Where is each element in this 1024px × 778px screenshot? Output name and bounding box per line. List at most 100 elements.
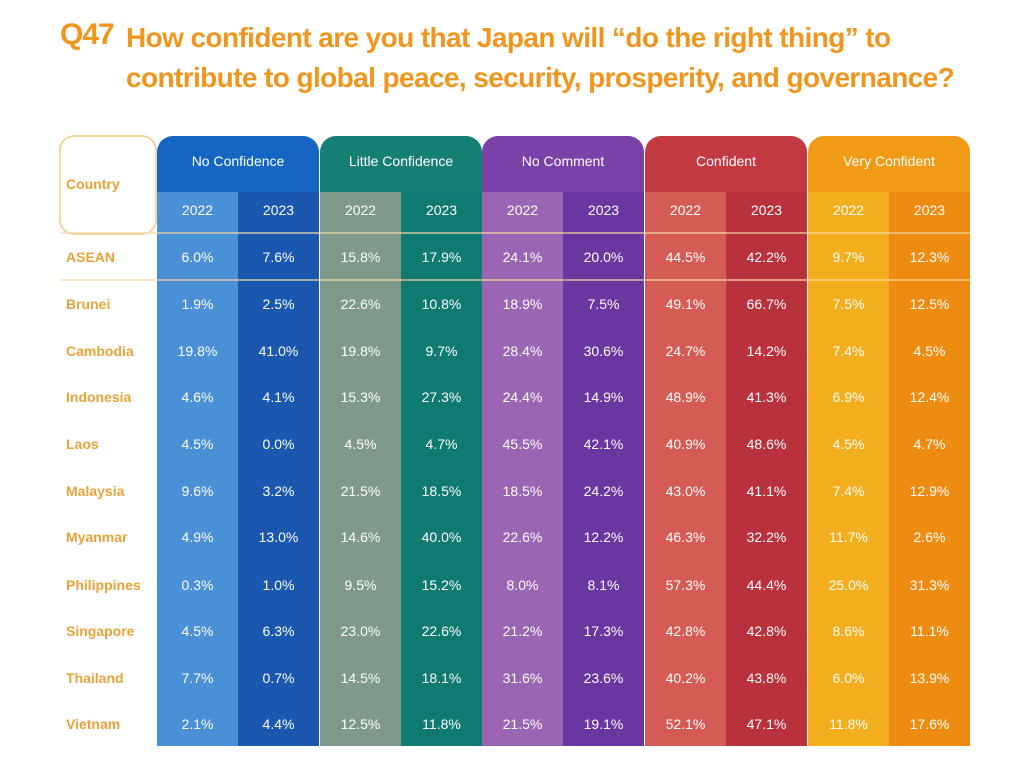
value-cell: 9.6% (182, 483, 214, 499)
value-cell: 17.3% (584, 623, 624, 639)
value-cell: 42.8% (747, 623, 787, 639)
country-label: Myanmar (66, 529, 128, 545)
value-cell: 6.3% (263, 623, 295, 639)
country-header-panel (59, 135, 157, 235)
value-cell: 23.0% (341, 623, 381, 639)
group-bottom-left-4 (645, 722, 726, 746)
value-cell: 0.3% (182, 577, 214, 593)
value-cell: 4.1% (263, 389, 295, 405)
group-bottom-right-1 (238, 722, 319, 746)
value-cell: 4.5% (182, 623, 214, 639)
year-label: 2022 (182, 202, 213, 218)
value-cell: 12.5% (341, 716, 381, 732)
value-cell: 8.1% (588, 577, 620, 593)
value-cell: 32.2% (747, 529, 787, 545)
value-cell: 25.0% (829, 577, 869, 593)
year-label: 2023 (751, 202, 782, 218)
question-text: How confident are you that Japan will “d… (126, 22, 955, 93)
value-cell: 18.9% (503, 296, 543, 312)
value-cell: 21.2% (503, 623, 543, 639)
value-cell: 7.7% (182, 670, 214, 686)
value-cell: 24.1% (503, 249, 543, 265)
value-cell: 14.2% (747, 343, 787, 359)
value-cell: 4.9% (182, 529, 214, 545)
group-bottom-right-4 (726, 722, 807, 746)
group-col-2022-5 (808, 192, 889, 746)
value-cell: 13.9% (910, 670, 950, 686)
value-cell: 4.4% (263, 716, 295, 732)
group-title: No Confidence (192, 153, 285, 169)
value-cell: 19.8% (178, 343, 218, 359)
group-bottom-left-1 (157, 722, 238, 746)
group-bottom-left-2 (320, 722, 401, 746)
value-cell: 20.0% (584, 249, 624, 265)
group-bottom-join-left-5 (869, 722, 889, 746)
value-cell: 42.8% (666, 623, 706, 639)
value-cell: 22.6% (422, 623, 462, 639)
value-cell: 22.6% (503, 529, 543, 545)
group-col-2023-4 (726, 192, 807, 746)
value-cell: 40.2% (666, 670, 706, 686)
group-col-2023-1 (238, 192, 319, 746)
value-cell: 2.1% (182, 716, 214, 732)
value-cell: 13.0% (259, 529, 299, 545)
year-label: 2022 (670, 202, 701, 218)
group-title: Little Confidence (349, 153, 454, 169)
value-cell: 21.5% (503, 716, 543, 732)
value-cell: 14.6% (341, 529, 381, 545)
value-cell: 31.3% (910, 577, 950, 593)
value-cell: 52.1% (666, 716, 706, 732)
group-bottom-left-5 (808, 722, 889, 746)
year-label: 2023 (263, 202, 294, 218)
value-cell: 66.7% (747, 296, 787, 312)
group-col-2022-1 (157, 192, 238, 746)
value-cell: 0.0% (263, 436, 295, 452)
value-cell: 4.5% (833, 436, 865, 452)
year-label: 2022 (833, 202, 864, 218)
group-col-2022-4 (645, 192, 726, 746)
country-label: Philippines (66, 577, 141, 593)
group-col-2023-3 (563, 192, 644, 746)
value-cell: 7.5% (833, 296, 865, 312)
value-cell: 7.4% (833, 343, 865, 359)
country-label: Singapore (66, 623, 135, 639)
value-cell: 24.2% (584, 483, 624, 499)
country-label: Thailand (66, 670, 124, 686)
value-cell: 11.8% (829, 716, 868, 732)
country-label: Cambodia (66, 343, 134, 359)
value-cell: 11.7% (829, 529, 868, 545)
group-bottom-join-left-3 (543, 722, 563, 746)
country-label: Malaysia (66, 483, 125, 499)
value-cell: 17.6% (910, 716, 950, 732)
group-bottom-right-2 (401, 722, 482, 746)
value-cell: 4.5% (182, 436, 214, 452)
value-cell: 28.4% (503, 343, 543, 359)
country-label: Vietnam (66, 716, 120, 732)
group-bottom-join-left-1 (218, 722, 238, 746)
value-cell: 43.8% (747, 670, 787, 686)
value-cell: 40.0% (422, 529, 462, 545)
value-cell: 4.7% (426, 436, 458, 452)
value-cell: 9.7% (426, 343, 458, 359)
value-cell: 48.6% (747, 436, 787, 452)
value-cell: 17.9% (422, 249, 462, 265)
value-cell: 18.1% (422, 670, 462, 686)
group-col-2022-3 (482, 192, 563, 746)
value-cell: 48.9% (666, 389, 706, 405)
value-cell: 8.6% (833, 623, 865, 639)
value-cell: 12.5% (910, 296, 950, 312)
group-title: No Comment (522, 153, 605, 169)
value-cell: 46.3% (666, 529, 706, 545)
group-bottom-join-left-2 (381, 722, 401, 746)
value-cell: 19.1% (584, 716, 624, 732)
value-cell: 43.0% (666, 483, 706, 499)
value-cell: 11.8% (422, 716, 461, 732)
value-cell: 15.8% (341, 249, 381, 265)
value-cell: 49.1% (666, 296, 706, 312)
value-cell: 12.9% (910, 483, 950, 499)
value-cell: 7.4% (833, 483, 865, 499)
group-title: Confident (696, 153, 756, 169)
value-cell: 4.7% (914, 436, 946, 452)
group-bottom-left-3 (482, 722, 563, 746)
